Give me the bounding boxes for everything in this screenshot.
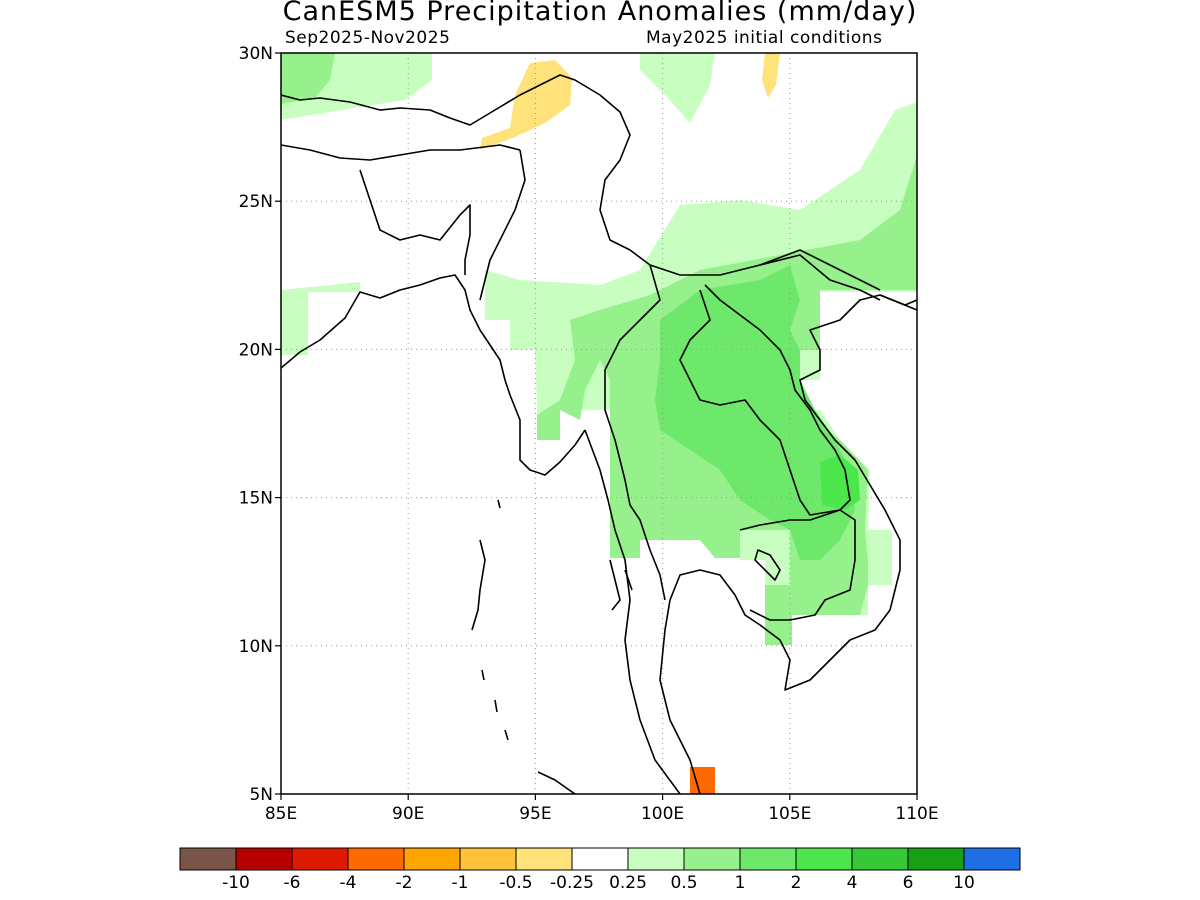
colorbar-swatch	[627, 847, 685, 871]
colorbar-label: -4	[340, 873, 357, 893]
colorbar-swatch	[571, 847, 629, 871]
lat-tick-label: 15N	[239, 489, 273, 509]
lat-tick-label: 10N	[239, 637, 273, 657]
colorbar-label: 2	[791, 873, 802, 893]
colorbar-swatch	[291, 847, 349, 871]
colorbar-label: -0.5	[499, 873, 532, 893]
colorbar-swatch	[963, 847, 1021, 871]
colorbar-swatch	[403, 847, 461, 871]
colorbar-swatch	[235, 847, 293, 871]
border-laos	[679, 284, 851, 516]
lon-tick-label: 105E	[768, 804, 811, 824]
colorbar-swatch	[459, 847, 517, 871]
anomaly-area-north-plume	[640, 53, 715, 123]
lon-tick-label: 100E	[641, 804, 684, 824]
coastline-tonkin	[879, 294, 917, 306]
colorbar-label: 0.25	[609, 873, 647, 893]
colorbar-label: 10	[953, 873, 975, 893]
border-bangladesh	[359, 169, 471, 275]
anomaly-area-strip	[537, 300, 575, 410]
map-title: CanESM5 Precipitation Anomalies (mm/day)	[282, 0, 918, 27]
axis-ticks	[275, 52, 918, 800]
lat-tick-label: 25N	[239, 192, 273, 212]
lake-tonle-sap	[754, 549, 781, 581]
lon-tick-label: 95E	[519, 804, 551, 824]
colorbar-label: 6	[903, 873, 914, 893]
lon-tick-label: 110E	[895, 804, 938, 824]
colorbar-label: -6	[284, 873, 301, 893]
coastline-sumatra	[537, 771, 576, 794]
anomaly-area-tibet-mid	[281, 53, 335, 104]
colorbar-swatch	[907, 847, 965, 871]
andaman-islands	[471, 499, 501, 631]
colorbar-label: -2	[396, 873, 413, 893]
nicobar-islands	[481, 669, 509, 741]
border-nepal-bhutan	[281, 144, 521, 161]
border-cambodia	[739, 509, 856, 621]
border-north	[281, 74, 881, 291]
coastline-gulf-thailand	[659, 294, 917, 794]
colorbar-label: 1	[735, 873, 746, 893]
initial-conditions: May2025 initial conditions	[646, 28, 883, 48]
colorbar-labels: -10 -6 -4 -2 -1 -0.5 -0.25 0.25 0.5 1 2 4 6 10	[222, 873, 975, 893]
colorbar-label: -0.25	[550, 873, 594, 893]
anomaly-shading	[281, 53, 917, 794]
map-frame	[280, 52, 918, 795]
colorbar-swatch	[739, 847, 797, 871]
colorbar-swatch	[851, 847, 909, 871]
coastline-andaman-east	[584, 429, 681, 794]
axis-tick-labels: 85E 90E 95E 100E 105E 110E 5N 10N 15N 20N 25N 30N	[239, 44, 939, 824]
lon-tick-label: 85E	[265, 804, 297, 824]
coastlines	[281, 74, 917, 794]
graticule	[281, 53, 917, 794]
lon-tick-label: 90E	[392, 804, 424, 824]
colorbar-label: -1	[452, 873, 469, 893]
border-vietnam-china	[759, 254, 881, 301]
mergui-archipelago	[609, 559, 633, 611]
colorbar-swatch	[795, 847, 853, 871]
colorbar	[179, 847, 1021, 871]
border-india-myanmar	[479, 149, 526, 301]
border-myanmar-thailand	[604, 264, 666, 601]
colorbar-swatch	[683, 847, 741, 871]
lat-tick-label: 5N	[249, 785, 273, 805]
colorbar-swatch	[179, 847, 237, 871]
colorbar-label: 4	[847, 873, 858, 893]
forecast-period: Sep2025-Nov2025	[285, 28, 451, 48]
colorbar-label: 0.5	[670, 873, 697, 893]
colorbar-swatch	[515, 847, 573, 871]
lat-tick-label: 20N	[239, 340, 273, 360]
coastline-bay-of-bengal	[281, 274, 586, 476]
colorbar-label: -10	[222, 873, 250, 893]
anomaly-area-dry-north-2	[762, 53, 780, 98]
colorbar-swatch	[347, 847, 405, 871]
anomaly-area-dry-north	[480, 60, 572, 150]
lat-tick-label: 30N	[239, 44, 273, 64]
anomaly-area-bengal	[281, 282, 360, 355]
